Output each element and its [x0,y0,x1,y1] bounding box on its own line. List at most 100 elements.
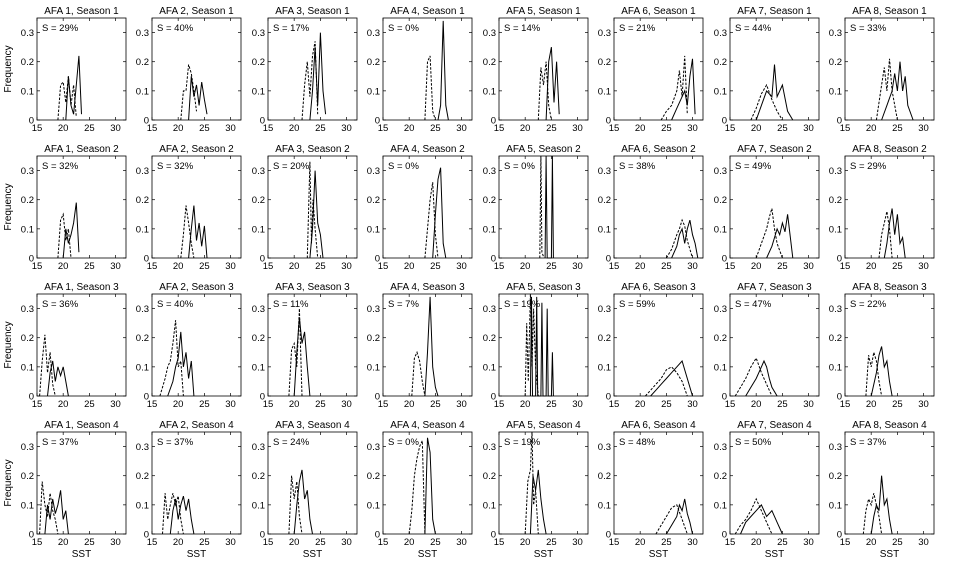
x-tick-label: 30 [687,261,698,272]
y-tick-label: 0.2 [21,471,34,482]
dashed-series-line [159,320,184,397]
y-tick-label: 0.2 [252,333,265,344]
y-tick-label: 0 [144,116,149,127]
subplot-title: AFA 3, Season 2 [275,144,350,155]
y-tick-label: 0.3 [136,304,149,315]
y-tick-label: 0 [837,116,842,127]
subplot-title: AFA 4, Season 2 [390,144,465,155]
x-tick-label: 15 [147,261,158,272]
x-tick-label: 20 [635,399,646,410]
y-tick-label: 0.3 [598,166,611,177]
x-tick-label: 30 [456,537,467,548]
subplot-panel: AFA 7, Season 4 15 20 25 30 0 0.1 0.2 0.3 S = 50%… [714,420,820,560]
solid-series-line [188,76,208,121]
x-tick-label: 25 [661,537,672,548]
x-tick-label: 25 [892,399,903,410]
y-tick-label: 0 [606,530,611,541]
x-tick-label: 30 [341,399,352,410]
y-axis-label: Frequency [3,45,14,92]
x-tick-label: 25 [430,399,441,410]
subplot-title: AFA 6, Season 4 [621,420,696,431]
y-tick-label: 0.3 [136,166,149,177]
subplot-panel: AFA 7, Season 1 15 20 25 30 0 0.1 0.2 0.3 S = 44% [714,6,820,134]
y-tick-label: 0.3 [714,166,727,177]
y-tick-label: 0.2 [367,57,380,68]
x-tick-label: 15 [378,537,389,548]
x-tick-label: 15 [840,399,851,410]
x-axis-label: SST [418,549,437,560]
subplot-annotation: S = 33% [850,23,887,34]
y-tick-label: 0 [260,254,265,265]
y-tick-label: 0.2 [367,195,380,206]
y-tick-label: 0 [144,254,149,265]
x-tick-label: 30 [456,261,467,272]
subplot-annotation: S = 0% [388,23,419,34]
subplot-title: AFA 8, Season 1 [852,6,927,17]
subplot-annotation: S = 21% [619,23,656,34]
x-tick-label: 20 [866,261,877,272]
y-tick-label: 0.3 [829,28,842,39]
x-tick-label: 25 [84,537,95,548]
y-tick-label: 0.2 [483,471,496,482]
subplot-annotation: S = 19% [504,299,541,310]
y-tick-label: 0.2 [21,57,34,68]
plot-frame [382,431,473,535]
dashed-series-line [411,350,426,397]
y-tick-label: 0 [491,392,496,403]
subplot-annotation: S = 29% [42,23,79,34]
y-tick-label: 0.1 [367,362,380,373]
plot-frame [267,17,358,121]
x-tick-label: 25 [546,399,557,410]
plot-frame [36,17,127,121]
y-tick-label: 0 [375,254,380,265]
plot-frame [151,293,242,397]
y-tick-label: 0.3 [598,304,611,315]
y-tick-label: 0.3 [252,166,265,177]
x-tick-label: 30 [687,537,698,548]
y-tick-label: 0.2 [829,471,842,482]
solid-series-line [432,167,447,259]
solid-series-line [293,317,311,397]
solid-series-line [740,503,783,535]
solid-series-line [529,296,554,397]
subplot-title: AFA 3, Season 4 [275,420,350,431]
subplot-panel: AFA 6, Season 1 15 20 25 30 0 0.1 0.2 0.3 S = 21% [598,6,704,134]
dashed-series-line [862,493,883,535]
x-tick-label: 25 [777,123,788,134]
solid-series-line [545,47,560,121]
y-tick-label: 0 [375,392,380,403]
subplot-title: AFA 5, Season 3 [506,282,581,293]
solid-series-line [544,155,554,259]
x-tick-label: 30 [225,537,236,548]
x-tick-label: 25 [199,399,210,410]
subplot-panel: AFA 8, Season 3 15 20 25 30 0 0.1 0.2 0.3 S = 22% [829,282,935,410]
plot-frame [382,293,473,397]
subplot-panel: AFA 6, Season 4 15 20 25 30 0 0.1 0.2 0.3 S = 48%… [598,420,704,560]
plot-frame [498,431,589,535]
subplot-title: AFA 5, Season 1 [506,6,581,17]
subplot-title: AFA 8, Season 4 [852,420,927,431]
x-tick-label: 25 [892,123,903,134]
y-axis-label: Frequency [3,459,14,506]
y-tick-label: 0.1 [367,224,380,235]
y-tick-label: 0.1 [598,224,611,235]
subplot-panel: AFA 1, Season 1 15 20 25 30 0 0.1 0.2 0.3 S = 29%… [3,6,127,134]
plot-frame [729,431,820,535]
solid-series-line [650,360,693,397]
subplot-annotation: S = 29% [850,161,887,172]
y-tick-label: 0 [144,530,149,541]
plot-frame [844,293,935,397]
x-tick-label: 25 [430,123,441,134]
x-tick-label: 30 [341,123,352,134]
solid-series-line [169,495,195,535]
y-tick-label: 0.1 [483,500,496,511]
y-tick-label: 0.2 [367,333,380,344]
plot-frame [729,155,820,259]
y-tick-label: 0.1 [136,86,149,97]
subplot-annotation: S = 37% [42,437,79,448]
x-tick-label: 30 [803,261,814,272]
dashed-series-line [655,504,688,535]
x-tick-label: 20 [866,399,877,410]
y-tick-label: 0.3 [714,304,727,315]
x-tick-label: 25 [84,261,95,272]
